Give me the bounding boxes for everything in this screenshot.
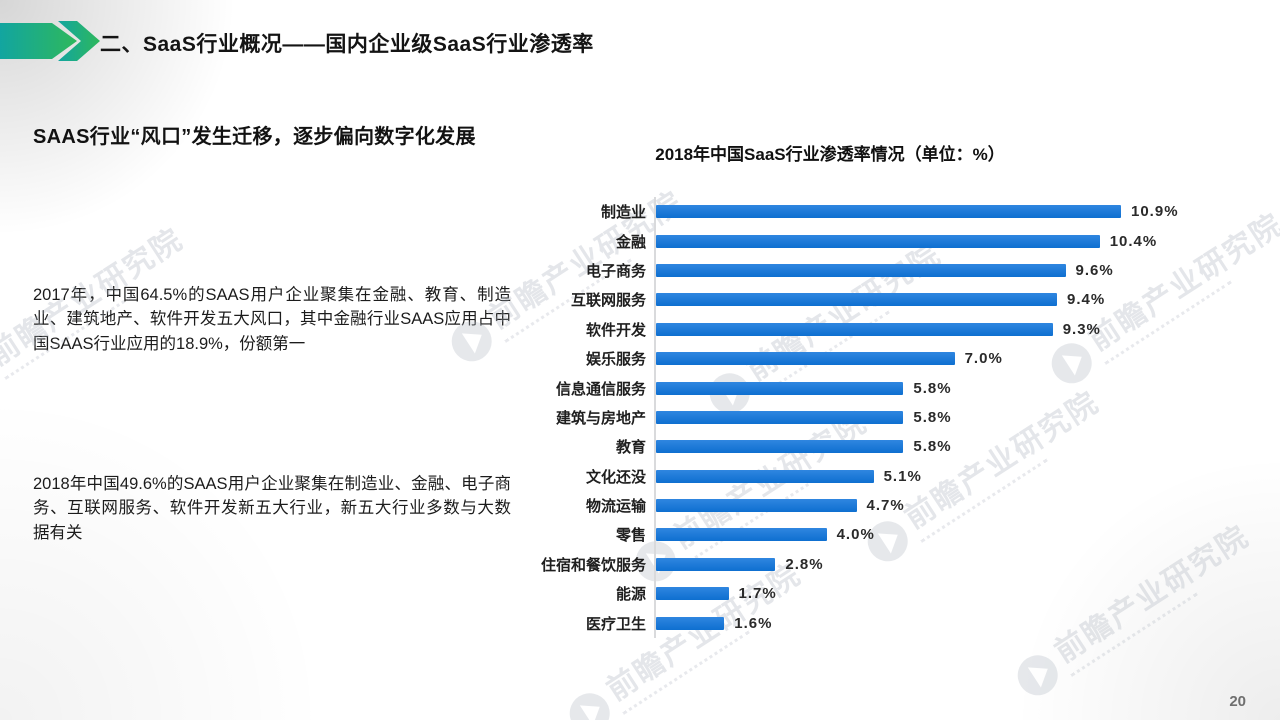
chart-bar-area: 4.0% [654,520,1254,550]
chart-row: 娱乐服务 7.0% [534,343,1254,374]
chart-category-label: 电子商务 [585,262,646,280]
chart-bar [656,528,827,542]
chart-bar-area: 5.1% [654,461,1254,491]
chart-row: 教育 5.8% [534,432,1254,462]
chart-bar [656,322,1053,336]
chart-category-label: 软件开发 [585,321,646,339]
header-arrow-icon [0,21,100,61]
chart-row: 文化还没 5.1% [534,461,1254,491]
chart-row: 互联网服务 9.4% [534,285,1254,315]
chart-bar [656,587,729,601]
chart-value-label: 9.4% [1067,291,1106,309]
chart-bar-area: 5.8% [654,432,1254,462]
body-paragraph-2018: 2018年中国49.6%的SAAS用户企业聚集在制造业、金融、电子商务、互联网服… [33,474,511,542]
chart-row: 物流运输 4.7% [534,490,1254,521]
chart-bar-area: 7.0% [654,343,1254,374]
chart-value-label: 7.0% [964,350,1003,368]
chart-bar [656,352,955,366]
chart-bar [656,499,857,513]
chart-category-label: 建筑与房地产 [555,409,646,427]
chart-bar-area: 9.6% [654,255,1254,286]
chart-row: 金融 10.4% [534,226,1254,256]
slide-subtitle: SAAS行业“风口”发生迁移，逐步偏向数字化发展 [33,126,476,148]
watermark-subline [622,630,750,715]
chart-bar-area: 9.4% [654,285,1254,315]
chart-value-label: 1.6% [734,614,773,632]
chart-category-label: 住宿和餐饮服务 [540,556,646,574]
chart-value-label: 5.8% [913,408,952,426]
body-paragraph-2017: 2017年，中国64.5%的SAAS用户企业聚集在金融、教育、制造业、建筑地产、… [33,285,511,353]
chart-bar-area: 4.7% [654,490,1254,521]
chart-value-label: 5.1% [883,467,922,485]
chart-row: 电子商务 9.6% [534,255,1254,286]
chart-category-label: 互联网服务 [570,292,646,310]
chart-bar-area: 10.9% [654,197,1254,227]
chart-category-label: 文化还没 [585,468,646,486]
chart-value-label: 9.3% [1062,320,1101,338]
chart-bar-area: 2.8% [654,549,1254,580]
chart-value-label: 9.6% [1075,261,1114,279]
chart-bar-area: 5.8% [654,373,1254,403]
chart-title: 2018年中国SaaS行业渗透率情况（单位：%） [655,145,1005,164]
chart-value-label: 10.4% [1109,232,1158,250]
chart-bar [656,469,874,483]
chart-value-label: 2.8% [785,555,824,573]
chart-bar [656,410,904,424]
chart-category-label: 金融 [615,233,646,251]
chart-bar [656,381,904,395]
chart-value-label: 4.0% [836,526,875,544]
chart-category-label: 教育 [615,439,646,457]
page-number: 20 [1229,693,1246,710]
chart-bar [656,234,1100,248]
chart-bar-area: 1.6% [654,608,1254,638]
chart-category-label: 能源 [615,586,646,604]
chart-value-label: 10.9% [1131,203,1179,221]
chart-category-label: 信息通信服务 [555,380,646,398]
chart-category-label: 娱乐服务 [585,351,646,369]
bar-chart-rows: 制造业 10.9% 金融 10.4% 电子商务 9.6% 互联网服务 9.4% 软件开发 9.3%… [534,197,1254,638]
chart-bar [656,440,904,454]
chart-bar-area: 1.7% [654,579,1254,609]
chart-bar [656,263,1066,277]
chart-row: 制造业 10.9% [534,197,1254,227]
chart-bar [656,293,1057,307]
page-title: 二、SaaS行业概况——国内企业级SaaS行业渗透率 [100,33,594,56]
chart-row: 零售 4.0% [534,520,1254,550]
chart-row: 建筑与房地产 5.8% [534,402,1254,433]
chart-bar-area: 5.8% [654,402,1254,433]
chart-category-label: 物流运输 [585,498,646,516]
chart-bar [656,616,725,630]
chart-value-label: 5.8% [913,438,952,456]
chart-row: 住宿和餐饮服务 2.8% [534,549,1254,580]
chart-bar [656,205,1121,219]
chart-category-label: 零售 [615,527,646,545]
chart-row: 医疗卫生 1.6% [534,608,1254,638]
chart-row: 软件开发 9.3% [534,314,1254,344]
chart-category-label: 医疗卫生 [585,615,646,633]
chart-row: 信息通信服务 5.8% [534,373,1254,403]
chart-value-label: 4.7% [866,497,905,515]
bar-chart: 制造业 10.9% 金融 10.4% 电子商务 9.6% 互联网服务 9.4% 软件开发 9.3%… [534,197,1254,638]
chart-value-label: 5.8% [913,379,952,397]
chart-bar [656,557,776,571]
watermark-logo-icon [562,685,618,720]
chart-bar-area: 10.4% [654,226,1254,256]
chart-row: 能源 1.7% [534,579,1254,609]
watermark-logo-icon [1010,647,1066,703]
chart-value-label: 1.7% [738,585,777,603]
chart-bar-area: 9.3% [654,314,1254,344]
chart-category-label: 制造业 [600,204,646,222]
